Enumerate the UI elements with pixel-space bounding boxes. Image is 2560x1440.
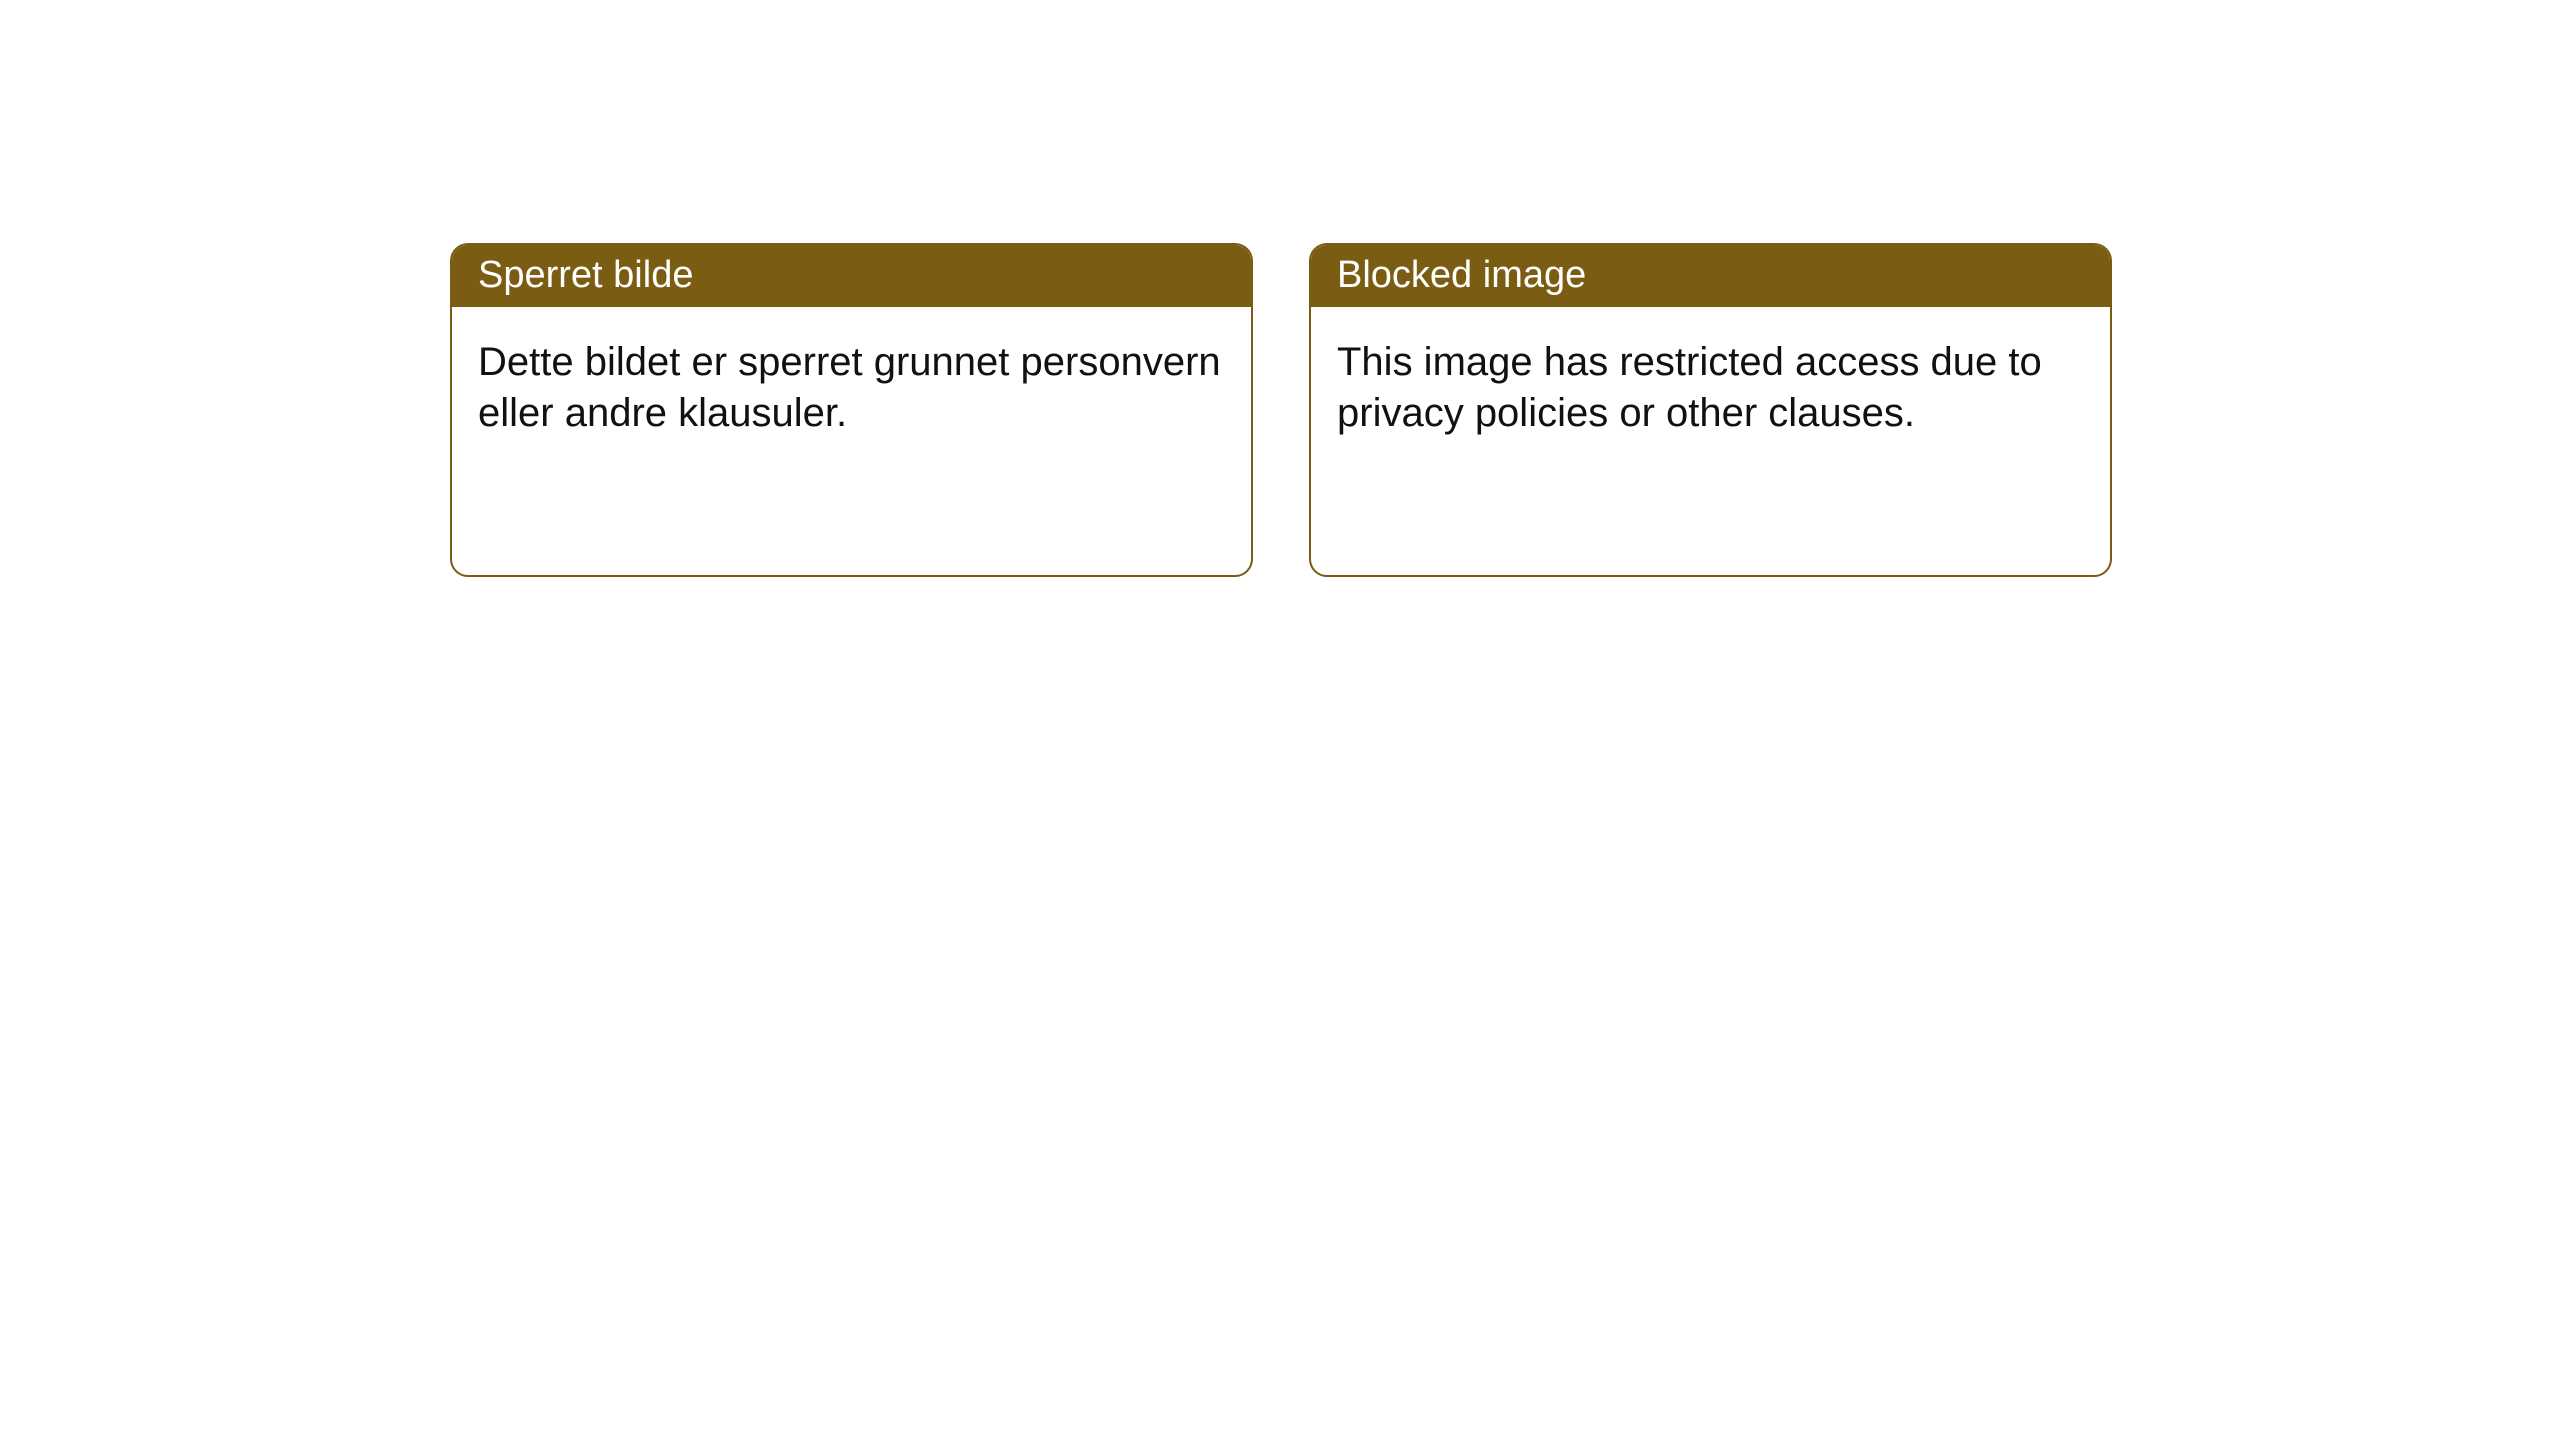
notice-header: Blocked image — [1311, 245, 2110, 307]
notice-card-english: Blocked image This image has restricted … — [1309, 243, 2112, 577]
notice-body: This image has restricted access due to … — [1311, 307, 2110, 465]
notice-body: Dette bildet er sperret grunnet personve… — [452, 307, 1251, 465]
notice-container: Sperret bilde Dette bildet er sperret gr… — [0, 0, 2560, 577]
notice-header: Sperret bilde — [452, 245, 1251, 307]
notice-card-norwegian: Sperret bilde Dette bildet er sperret gr… — [450, 243, 1253, 577]
